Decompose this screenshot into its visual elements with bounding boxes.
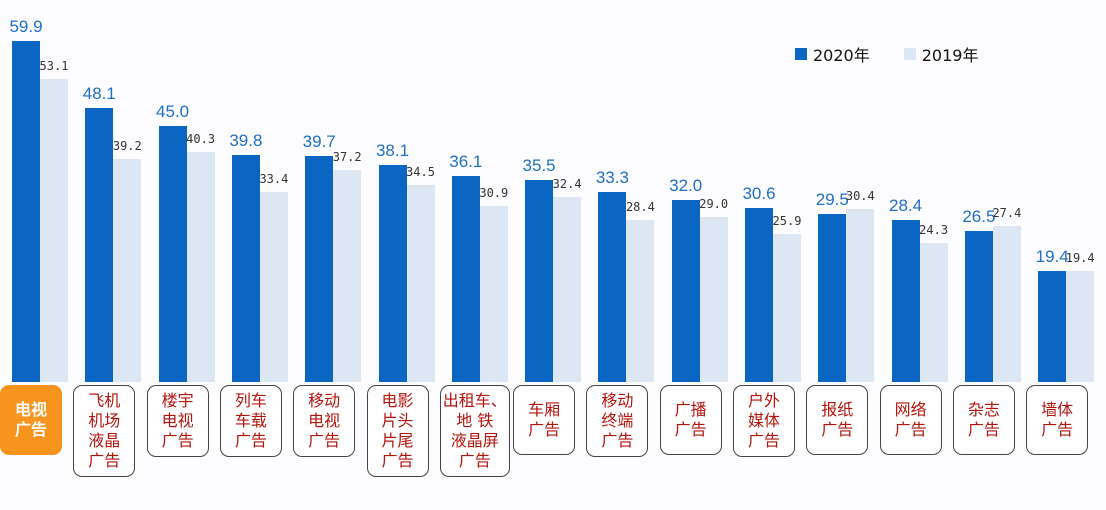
bar-2019 [113, 158, 142, 382]
data-label-2019: 25.9 [772, 214, 802, 229]
bar-2019 [699, 216, 728, 382]
data-label-2020: 29.5 [815, 189, 849, 209]
data-label-2019: 19.4 [1065, 251, 1095, 266]
bar-2019 [333, 169, 362, 382]
data-label-2020: 48.1 [82, 83, 116, 103]
data-label-2019: 37.2 [332, 149, 362, 164]
bar-2020 [745, 207, 773, 382]
bar-2020 [598, 192, 627, 382]
data-label-2020: 38.1 [375, 140, 410, 160]
category-text: 楼宇 电视 广告 [161, 391, 194, 450]
category-text: 杂志 广告 [967, 400, 1000, 439]
bar-2020 [891, 220, 920, 382]
bar-2020 [158, 125, 187, 382]
bar-2019 [186, 152, 215, 382]
category-text: 电影 片头 片尾 广告 [381, 391, 414, 470]
category-label: 飞机 机场 液晶 广告 [73, 385, 136, 477]
data-label-2020: 59.9 [9, 16, 43, 36]
data-label-2020: 26.5 [962, 206, 996, 226]
data-label-2019: 28.4 [625, 200, 655, 215]
bar-2020 [818, 213, 847, 382]
bar-2019 [553, 197, 582, 382]
bar-2019 [40, 79, 68, 382]
category-text: 网络 广告 [894, 400, 927, 439]
bar-2019 [773, 234, 801, 382]
category-label: 杂志 广告 [952, 385, 1015, 455]
data-label-2020: 39.8 [229, 131, 263, 151]
bar-2020 [305, 155, 334, 382]
category-text: 移动 电视 广告 [308, 391, 341, 450]
bar-2020 [525, 179, 554, 382]
bar-2020 [12, 40, 40, 382]
data-label-2019: 27.4 [992, 205, 1022, 220]
category-text: 飞机 机场 液晶 广告 [88, 391, 121, 470]
category-label: 户外 媒体 广告 [733, 385, 795, 457]
bar-2020 [671, 199, 700, 382]
category-label: 电影 片头 片尾 广告 [366, 385, 429, 477]
category-label: 楼宇 电视 广告 [146, 385, 209, 457]
bar-2020 [85, 107, 114, 382]
bar-2019 [919, 243, 948, 382]
category-text: 广播 广告 [674, 400, 707, 439]
category-label: 车厢 广告 [513, 385, 576, 455]
bar-2020 [231, 155, 260, 382]
data-label-2019: 32.4 [552, 177, 582, 192]
category-label: 网络 广告 [879, 385, 942, 455]
data-label-2019: 30.9 [479, 185, 509, 200]
category-text: 户外 媒体 广告 [747, 391, 780, 450]
category-label: 列车 车载 广告 [219, 385, 282, 457]
category-label: 电视 广告 [0, 385, 62, 455]
data-label-2020: 36.1 [449, 152, 483, 172]
category-text: 出租车、 地 铁 液晶屏 广告 [442, 391, 507, 470]
category-text: 车厢 广告 [528, 400, 561, 439]
category-text: 电视 广告 [14, 400, 47, 439]
data-label-2020: 30.6 [742, 183, 776, 203]
category-label: 移动 终端 广告 [586, 385, 649, 457]
bar-2020 [1038, 271, 1067, 382]
bar-2019 [992, 225, 1021, 382]
legend-swatch-2019 [903, 48, 916, 60]
bar-2020 [964, 230, 993, 382]
category-text: 列车 车载 广告 [234, 391, 267, 450]
data-label-2020: 28.4 [889, 196, 923, 216]
data-label-2019: 40.3 [186, 132, 216, 147]
category-text: 移动 终端 广告 [601, 391, 634, 450]
bar-2020 [451, 176, 480, 382]
data-label-2020: 32.0 [669, 175, 703, 195]
category-label: 墙体 广告 [1026, 385, 1089, 455]
data-label-2019: 33.4 [259, 171, 289, 186]
bar-2019 [846, 208, 875, 382]
data-label-2020: 35.5 [522, 155, 556, 175]
bar-2019 [479, 205, 508, 382]
category-text: 墙体 广告 [1041, 400, 1074, 439]
bar-2019 [259, 191, 288, 382]
data-label-2020: 45.0 [156, 101, 190, 121]
legend-swatch-2020 [795, 48, 807, 60]
data-label-2020: 39.7 [302, 131, 336, 151]
legend: 2020年 2019年 [795, 42, 1012, 66]
category-text: 报纸 广告 [821, 400, 854, 439]
data-label-2019: 29.0 [699, 196, 729, 211]
category-label: 广播 广告 [659, 385, 722, 455]
category-label: 移动 电视 广告 [293, 385, 356, 457]
data-label-2019: 30.4 [845, 188, 875, 203]
legend-item-2020: 2020年 [795, 42, 870, 66]
bar-2019 [1066, 271, 1095, 382]
data-label-2019: 24.3 [919, 223, 949, 238]
bar-2019 [626, 220, 655, 382]
legend-label-2019: 2019年 [921, 46, 979, 65]
legend-item-2019: 2019年 [903, 42, 979, 66]
category-label: 报纸 广告 [806, 385, 869, 455]
data-label-2019: 39.2 [112, 138, 142, 153]
data-label-2019: 53.1 [39, 59, 69, 74]
bar-2020 [378, 164, 407, 382]
legend-label-2020: 2020年 [813, 46, 870, 65]
category-label: 出租车、 地 铁 液晶屏 广告 [439, 385, 510, 477]
data-label-2020: 33.3 [595, 168, 629, 188]
data-label-2020: 19.4 [1035, 247, 1069, 267]
data-label-2019: 34.5 [406, 165, 435, 180]
bar-2019 [406, 185, 435, 382]
